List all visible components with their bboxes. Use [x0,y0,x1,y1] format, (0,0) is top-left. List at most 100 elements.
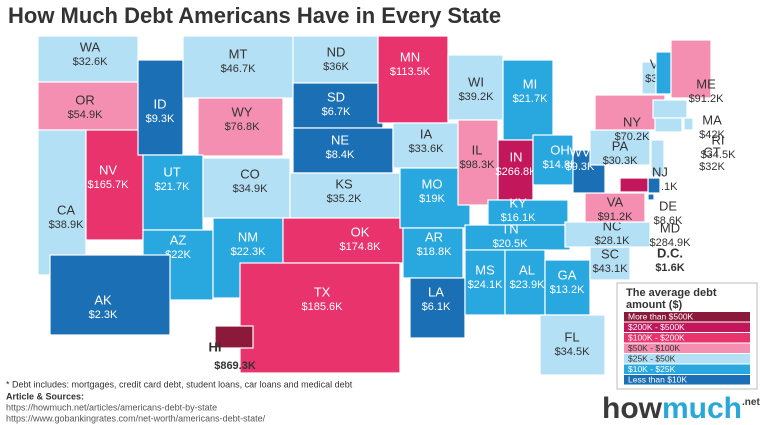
state-abbr: WA [80,39,101,54]
state-shape [670,39,712,99]
state-value: $8.4K [326,149,355,161]
legend-swatch [624,333,750,343]
state-value: $70.2K [615,131,651,143]
state-abbr: GA [558,267,577,282]
state-shape [532,134,574,186]
state-abbr: NM [238,229,258,244]
state-value: $54.9K [68,109,104,121]
logo-part: .net [742,397,760,408]
state-shape [197,97,284,157]
state-value: $9.3K [566,161,595,173]
state-abbr: VA [607,194,624,209]
state-shape [655,51,672,95]
state-shape [654,117,683,133]
state-value: $22.3K [231,246,267,258]
state-shape [589,129,651,166]
legend-label: $200K - $500K [628,322,685,332]
state-value: $38.9K [49,219,85,231]
state-value: $6.7K [322,106,351,118]
legend-label: Less than $10K [628,374,687,384]
state-shape [589,244,631,281]
state-value: $113.5K [390,66,431,78]
state-abbr: MD [660,220,680,235]
source-link[interactable]: https://www.gobankingrates.com/net-worth… [6,413,266,423]
logo-part: how [602,392,663,425]
state-value: $35.2K [327,193,363,205]
state-abbr: TX [314,284,331,299]
state-value: $24.1K [468,279,504,291]
state-abbr: WI [468,74,484,89]
state-value: $32.6K [73,56,109,68]
state-abbr: MN [400,49,420,64]
state-abbr: ND [327,44,346,59]
state-abbr: MA [702,112,722,127]
state-shape [457,119,499,206]
state-value: $39.2K [459,91,495,103]
title: How Much Debt Americans Have in Every St… [8,3,501,28]
state-value: $6.1K [422,301,451,313]
legend-swatch [624,343,750,353]
legend: More than $500K$200K - $500K$100K - $200… [624,311,750,385]
state-value: $98.3K [460,159,496,171]
state-value: $9.3K [146,113,175,125]
state-abbr: MT [229,46,248,61]
state-shape [647,177,661,194]
state-shape [447,54,504,121]
state-shape [584,192,646,223]
legend-swatch [624,364,750,374]
state-abbr: AK [94,292,112,307]
state-abbr: NJ [652,164,668,179]
state-value: $33.6K [409,143,445,155]
state-shape [504,249,546,316]
state-abbr: SC [601,246,619,261]
legend-label: $25K - $50K [628,353,676,363]
state-abbr: MO [422,176,443,191]
state-abbr: DE [659,198,677,213]
state-abbr: KY [509,195,527,210]
state-shape [647,193,655,201]
state-value: $91.2K [598,211,634,223]
legend-swatch [624,354,750,364]
state-abbr: HI [209,339,222,354]
logo-part: much [662,392,742,425]
state-shape [539,314,606,376]
state-value: $13.2K [550,284,586,296]
state-value: $30.3K [603,155,639,167]
state-shape [652,99,688,119]
states: WA $32.6K OR $54.9K CA $38.9K NV $165.7K ID $9.3K… [37,35,737,376]
state-shape [619,177,649,193]
state-abbr: ID [154,96,167,111]
state-shape [239,262,401,374]
state-shape [544,259,591,316]
state-abbr: AZ [170,232,187,247]
state-value: $14.8K [543,159,579,171]
state-abbr: OR [75,92,95,107]
state-value: $34.5K [701,149,737,161]
state-value: $1.6K [655,262,684,274]
state-shape [214,325,254,349]
state-value: $266.8K [496,166,538,178]
state-shape [85,129,144,241]
state-value: $21.7K [513,93,549,105]
state-abbr: SD [327,89,345,104]
state-abbr: IL [472,142,483,157]
state-abbr: MS [475,262,495,277]
state-abbr: AL [519,262,535,277]
source-link[interactable]: https://howmuch.net/articles/americans-d… [6,402,217,412]
legend-label: More than $500K [628,311,694,321]
state-value: $185.6K [302,301,344,313]
state-value: $19K [419,193,445,205]
state-shape [402,227,464,279]
legend-label: $50K - $100K [628,343,680,353]
state-abbr: PA [612,138,629,153]
state-abbr: WY [232,104,253,119]
state-abbr: KS [335,176,353,191]
state-abbr: WV [570,144,591,159]
state-shape [37,35,139,83]
state-abbr: NY [623,114,641,129]
state-abbr: NE [331,132,349,147]
state-value: $22K [165,249,191,261]
legend-label: $10K - $25K [628,364,676,374]
state-value: $91.2K [689,93,725,105]
state-abbr: D.C. [657,245,683,260]
